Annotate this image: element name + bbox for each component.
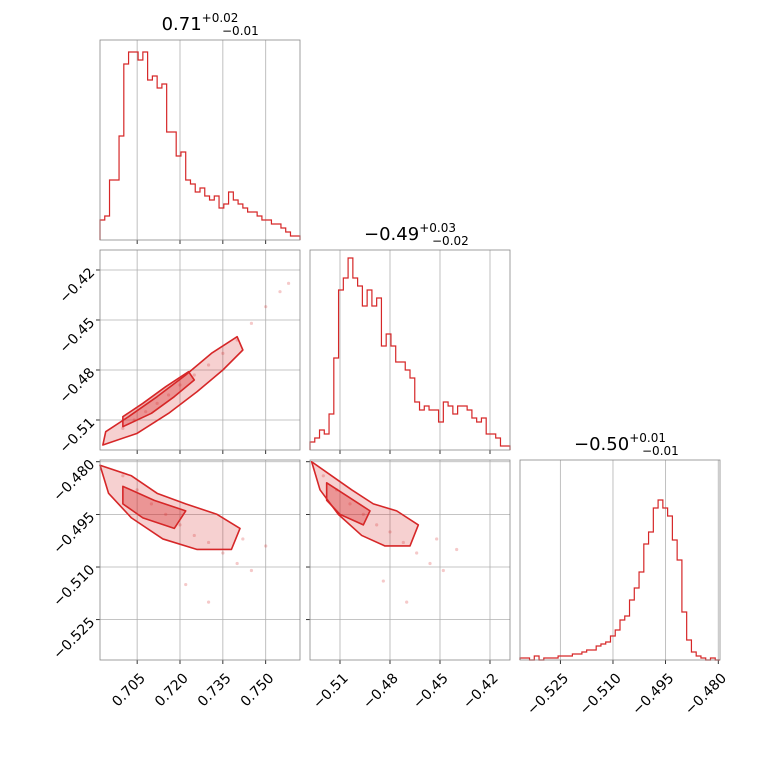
scatter-panel-1-frame: [99, 249, 301, 451]
x-tick-label: −0.42: [460, 670, 502, 712]
y-tick-label: −0.45: [57, 315, 99, 357]
scatter-point: [286, 281, 291, 285]
scatter-point: [321, 474, 325, 478]
x-tick-label: −0.45: [410, 670, 452, 712]
title-median: 0.71: [162, 14, 202, 35]
scatter-point: [192, 533, 196, 538]
x-tick-label: 0.735: [195, 670, 235, 710]
x-tick-label: 0.705: [109, 670, 149, 710]
scatter-point: [405, 600, 409, 604]
contour-level-1: [99, 464, 241, 551]
scatter-point: [428, 561, 432, 566]
scatter-point: [184, 582, 188, 587]
scatter-point: [164, 512, 168, 516]
histogram-1: [99, 51, 301, 240]
scatter-point: [155, 401, 159, 405]
title-plus: +0.03: [419, 221, 456, 235]
scatter-point: [206, 540, 211, 545]
histogram-panel-1-frame: [99, 39, 301, 241]
title-plus: +0.01: [629, 431, 666, 445]
scatter-panel-2-frame: [99, 459, 301, 661]
scatter-point: [221, 551, 225, 555]
y-tick-label: −0.525: [50, 615, 98, 663]
scatter-point: [264, 544, 268, 548]
y-tick-label: −0.48: [57, 365, 99, 407]
scatter-point: [121, 426, 125, 430]
scatter-point: [206, 363, 211, 367]
scatter-point: [455, 547, 459, 552]
parameter-title-2: −0.49+0.03: [364, 221, 456, 245]
title-minus: −0.02: [432, 234, 469, 248]
y-tick-label: −0.480: [50, 457, 98, 505]
x-tick-label: −0.51: [310, 670, 352, 712]
scatter-panel-3-frame: [309, 459, 511, 661]
histogram-2: [309, 257, 511, 450]
scatter-point: [381, 579, 385, 583]
x-tick-label: −0.525: [524, 670, 572, 718]
histogram-panel-2-frame: [309, 249, 511, 451]
scatter-point: [241, 537, 245, 541]
y-tick-label: −0.495: [50, 509, 98, 557]
scatter-point: [235, 561, 239, 566]
scatter-point: [249, 321, 254, 325]
scatter-point: [206, 600, 211, 604]
scatter-point: [361, 512, 365, 516]
scatter-point: [135, 488, 139, 492]
scatter-point: [401, 540, 405, 545]
scatter-point: [221, 351, 225, 355]
scatter-point: [166, 393, 171, 397]
parameter-title-1: 0.71+0.02: [162, 11, 239, 35]
scatter-point: [435, 537, 439, 541]
scatter-point: [192, 373, 196, 377]
x-tick-label: −0.48: [360, 670, 402, 712]
x-tick-label: −0.510: [577, 670, 625, 718]
scatter-point: [178, 523, 182, 527]
histogram-panel-3-frame: [519, 459, 721, 661]
contour-level-1: [310, 460, 420, 547]
title-minus: −0.01: [642, 444, 679, 458]
scatter-point: [121, 474, 125, 478]
title-median: −0.49: [364, 224, 419, 245]
title-median: −0.50: [574, 434, 629, 455]
contour-level-2: [122, 485, 187, 530]
histogram-3: [519, 499, 720, 661]
title-minus: −0.01: [222, 24, 259, 38]
scatter-point: [388, 530, 392, 534]
contour-level-1: [102, 335, 244, 446]
x-tick-label: 0.720: [152, 670, 192, 710]
y-tick-label: −0.510: [50, 562, 98, 610]
y-tick-label: −0.42: [57, 265, 99, 307]
y-tick-label: −0.51: [57, 415, 99, 457]
parameter-title-3: −0.50+0.01: [574, 431, 666, 455]
scatter-point: [264, 305, 268, 309]
scatter-point: [149, 502, 154, 506]
scatter-point: [441, 568, 445, 573]
x-tick-label: 0.750: [238, 670, 278, 710]
scatter-point: [375, 523, 379, 527]
scatter-point: [144, 410, 148, 414]
contour-level-2: [122, 370, 196, 428]
scatter-point: [348, 502, 352, 506]
scatter-point: [415, 551, 419, 555]
scatter-point: [278, 290, 282, 294]
title-plus: +0.02: [202, 11, 239, 25]
scatter-point: [249, 568, 254, 573]
contour-level-2: [325, 482, 371, 526]
x-tick-label: −0.495: [629, 670, 677, 718]
scatter-point: [178, 383, 182, 387]
x-tick-label: −0.480: [682, 670, 730, 718]
